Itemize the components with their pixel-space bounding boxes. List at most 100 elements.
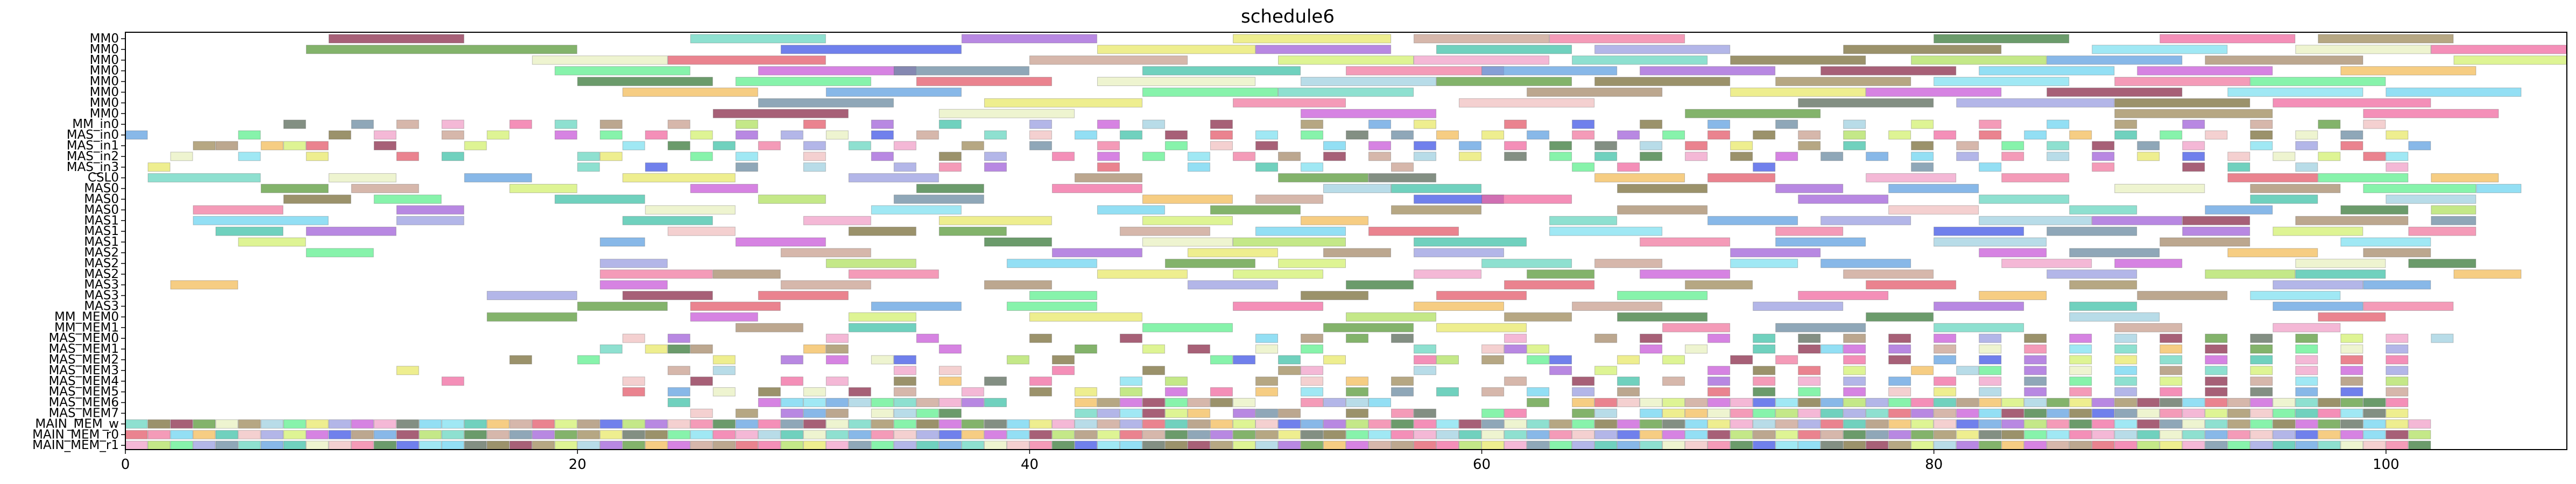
task-bar [1119, 409, 1142, 418]
task-bar [1820, 409, 1844, 418]
task-bar [193, 430, 216, 439]
task-bar [645, 162, 668, 172]
task-bar [622, 87, 758, 97]
task-bar [1074, 430, 1097, 439]
task-bar [2386, 344, 2409, 354]
task-bar [1165, 440, 1188, 450]
task-bar [1640, 141, 1663, 151]
task-bar [690, 430, 713, 439]
task-bar [599, 237, 645, 247]
task-bar [1662, 398, 1685, 407]
task-bar [938, 440, 962, 450]
task-bar [1006, 419, 1029, 429]
task-bar [1481, 344, 1505, 354]
y-tick-label: MAS_MEM2 [48, 353, 119, 367]
task-bar [2182, 398, 2205, 407]
task-bar [1255, 440, 1278, 450]
task-bar [2408, 226, 2476, 236]
task-bar [170, 152, 193, 161]
task-bar [1640, 333, 1663, 343]
task-bar [2159, 440, 2183, 450]
task-bar [780, 419, 803, 429]
task-bar [2386, 376, 2409, 386]
task-bar [2205, 387, 2228, 397]
task-bar [1753, 130, 1776, 140]
task-bar [667, 119, 690, 129]
task-bar [1979, 248, 2047, 258]
task-bar [1187, 398, 1210, 407]
task-bar [1436, 355, 1459, 365]
task-bar [712, 355, 736, 365]
task-bar [2431, 205, 2476, 215]
task-bar [1504, 119, 1527, 129]
task-bar [2069, 344, 2092, 354]
task-bar [2001, 440, 2024, 450]
task-bar [2363, 430, 2386, 439]
task-bar [1459, 141, 1481, 151]
task-bar [1820, 216, 1911, 225]
task-bar [803, 419, 826, 429]
y-tick-label: MM0 [90, 42, 119, 56]
task-bar [2250, 184, 2341, 193]
task-bar [1979, 119, 2002, 129]
task-bar [193, 440, 216, 450]
task-bar [1233, 419, 1255, 429]
task-bar [2159, 237, 2250, 247]
task-bar [215, 430, 238, 439]
task-bar [125, 130, 148, 140]
task-bar [622, 387, 645, 397]
task-bar [1549, 430, 1572, 439]
task-bar [1301, 398, 1323, 407]
task-bar [2227, 248, 2318, 258]
task-bar [2386, 152, 2409, 161]
task-bar [1187, 162, 1210, 172]
task-bar [2431, 216, 2476, 225]
task-bar [2069, 312, 2160, 322]
task-bar [1391, 333, 1414, 343]
task-bar [1843, 440, 1866, 450]
task-bar [622, 291, 713, 300]
task-bar [419, 419, 442, 429]
task-bar [2069, 355, 2092, 365]
task-bar [1527, 419, 1550, 429]
task-bar [2182, 141, 2205, 151]
task-bar [803, 162, 826, 172]
task-bar [2272, 430, 2296, 439]
task-bar [1119, 387, 1142, 397]
task-bar [1459, 430, 1481, 439]
task-bar [758, 194, 826, 204]
task-bar [848, 141, 871, 151]
task-bar [1911, 409, 1934, 418]
task-bar [1187, 409, 1210, 418]
task-bar [1979, 430, 2002, 439]
task-bar [1888, 184, 1979, 193]
task-bar [1685, 398, 1708, 407]
task-bar [2001, 173, 2070, 183]
task-bar [1097, 205, 1165, 215]
task-bar [690, 184, 758, 193]
task-bar [984, 430, 1007, 439]
task-bar [1029, 440, 1052, 450]
task-bar [1074, 440, 1097, 450]
task-bar [1504, 152, 1527, 161]
task-bar [848, 323, 916, 332]
task-bar [2295, 409, 2318, 418]
task-bar [599, 440, 623, 450]
y-tick-label: MAS_MEM0 [48, 331, 119, 345]
task-bar [1051, 430, 1075, 439]
task-bar [2046, 440, 2070, 450]
task-bar [2250, 333, 2273, 343]
task-bar [306, 152, 329, 161]
task-bar [2340, 440, 2363, 450]
task-bar [712, 269, 781, 279]
task-bar [2250, 77, 2386, 86]
task-bar [2318, 430, 2341, 439]
task-bar [2386, 87, 2522, 97]
task-bar [2114, 109, 2273, 118]
task-bar [1572, 119, 1595, 129]
y-tick-label: MAS3 [84, 289, 119, 303]
task-bar [2114, 344, 2137, 354]
task-bar [690, 312, 758, 322]
task-bar [1753, 333, 1776, 343]
task-bar [893, 141, 916, 151]
